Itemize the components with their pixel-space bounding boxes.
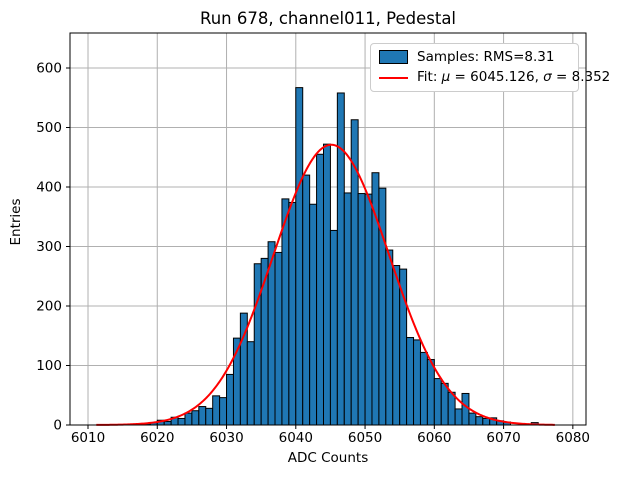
y-tick-label: 400	[36, 179, 62, 195]
histogram-bar	[440, 382, 449, 426]
histogram-bar	[274, 251, 283, 426]
histogram-bar	[468, 412, 477, 426]
histogram-bar	[205, 407, 214, 426]
histogram-bar	[447, 391, 456, 426]
x-tick-label: 6070	[486, 430, 520, 446]
legend: Samples: RMS=8.31 Fit: μ = 6045.126, σ =…	[370, 43, 610, 92]
fit-curve	[96, 143, 555, 426]
histogram-bar	[323, 143, 331, 426]
histogram-bar	[392, 265, 401, 426]
y-tick-label: 500	[36, 120, 62, 136]
samples-swatch-icon	[379, 50, 408, 65]
mu-symbol: μ	[441, 69, 451, 86]
y-tick-label: 300	[36, 239, 62, 255]
legend-entry-fit: Fit: μ = 6045.126, σ = 8.352	[379, 70, 610, 85]
histogram-bar	[364, 193, 373, 426]
histogram-bar	[198, 406, 207, 426]
y-tick-label: 200	[36, 298, 62, 314]
histogram-bar	[309, 203, 318, 426]
x-tick-label: 6050	[348, 430, 382, 446]
y-tick-label: 600	[36, 60, 62, 76]
plot-spines	[69, 32, 587, 426]
histogram-bar	[336, 92, 345, 426]
histogram-bar	[302, 174, 311, 426]
fit-label-suffix: = 8.352	[551, 69, 611, 86]
histogram-bar	[482, 417, 491, 426]
histogram-bar	[177, 417, 186, 426]
legend-fit-label: Fit: μ = 6045.126, σ = 8.352	[417, 69, 611, 86]
histogram-bar	[385, 249, 394, 426]
histogram-bar	[419, 351, 428, 426]
histogram-bar	[212, 395, 221, 426]
histogram-bar	[406, 337, 415, 426]
x-tick-label: 6060	[417, 430, 451, 446]
sigma-symbol: σ	[543, 69, 552, 86]
histogram-bar	[461, 392, 470, 426]
y-tick-label: 100	[36, 358, 62, 374]
x-tick-label: 6020	[140, 430, 174, 446]
histogram-bar	[426, 359, 435, 426]
histogram-bar	[295, 87, 304, 426]
fit-line-icon	[379, 76, 408, 80]
x-axis-label: ADC Counts	[287, 450, 369, 466]
legend-entry-samples: Samples: RMS=8.31	[379, 48, 570, 65]
histogram-bar	[378, 187, 387, 426]
x-tick-label: 6080	[556, 430, 590, 446]
histogram-bar	[433, 378, 442, 426]
histogram-bar	[316, 153, 325, 426]
x-tick-label: 6030	[209, 430, 243, 446]
histogram-bar	[246, 341, 255, 426]
histogram-bar	[281, 198, 290, 426]
y-axis-label: Entries	[8, 198, 24, 246]
histogram-bar	[343, 192, 352, 426]
histogram-bar	[357, 193, 366, 426]
histogram-bar	[226, 373, 234, 426]
chart-title: Run 678, channel011, Pedestal	[199, 9, 457, 28]
histogram-bar	[475, 416, 484, 426]
legend-samples-label: Samples: RMS=8.31	[417, 48, 555, 65]
histogram-bar	[219, 397, 228, 426]
fit-label-prefix: Fit:	[417, 69, 442, 86]
histogram-bar	[454, 408, 463, 426]
x-tick-label: 6010	[71, 430, 105, 446]
histogram-bar	[288, 201, 297, 426]
histogram-bar	[329, 229, 338, 426]
fit-label-mid: = 6045.126,	[450, 69, 544, 86]
histogram-bar	[413, 339, 421, 426]
histogram-bar	[191, 410, 200, 426]
histogram-bar	[253, 263, 262, 426]
histogram-bar	[184, 412, 193, 426]
y-tick-label: 0	[53, 418, 62, 434]
histogram-bar	[163, 420, 172, 426]
x-tick-label: 6040	[279, 430, 313, 446]
